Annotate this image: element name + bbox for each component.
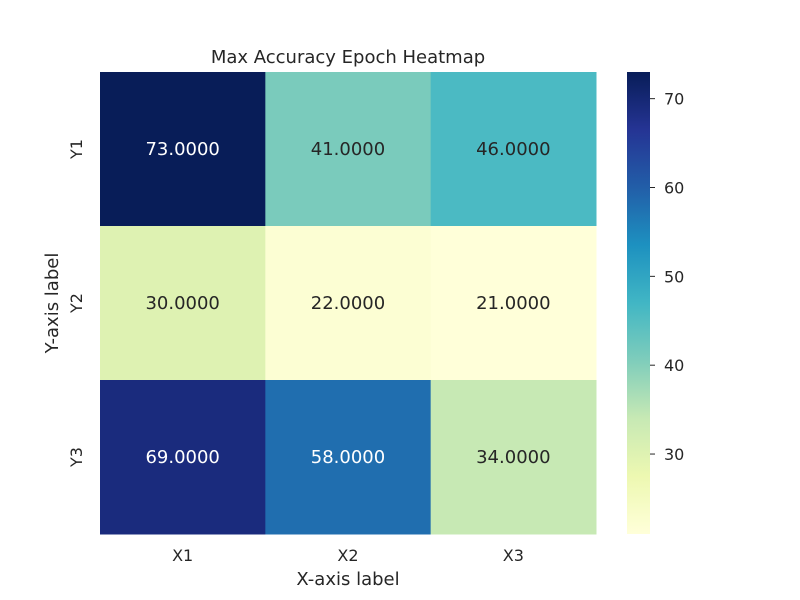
heatmap-cell [430,380,597,535]
heatmap-cell [265,226,432,381]
heatmap-cells [100,72,597,535]
heatmap-cell [265,72,432,227]
colorbar-tick-label: 50 [664,267,684,286]
cell-value-label: 46.0000 [476,139,550,160]
heatmap-cell [265,380,432,535]
colorbar-tick-label: 70 [664,90,684,109]
chart-title: Max Accuracy Epoch Heatmap [211,47,485,68]
colorbar [627,72,650,534]
cell-value-label: 69.0000 [145,447,219,468]
x-tick-label: X3 [503,546,524,565]
y-tick-label: Y2 [67,293,86,314]
colorbar-ticks: 30 40 50 60 70 [650,90,684,464]
heatmap-cell [100,226,266,381]
colorbar-tick-label: 60 [664,179,684,198]
cell-value-label: 21.0000 [476,293,550,314]
colorbar-tick-label: 40 [664,356,684,375]
heatmap-cell [100,72,266,227]
cell-value-label: 58.0000 [311,447,385,468]
x-tick-label: X2 [337,546,358,565]
y-tick-label: Y1 [67,139,86,160]
y-tick-labels: Y1 Y2 Y3 [67,139,86,468]
cell-value-label: 41.0000 [311,139,385,160]
x-tick-labels: X1 X2 X3 [172,546,524,565]
heatmap-cell [100,380,266,535]
cell-value-label: 34.0000 [476,447,550,468]
x-axis-label: X-axis label [296,569,399,590]
colorbar-tick-label: 30 [664,445,684,464]
y-tick-label: Y3 [67,447,86,468]
y-axis-label: Y-axis label [42,253,63,355]
cell-value-label: 22.0000 [311,293,385,314]
heatmap-cell [430,226,597,381]
cell-value-labels: 73.0000 41.0000 46.0000 30.0000 22.0000 21.00… [145,139,550,468]
x-tick-label: X1 [172,546,193,565]
cell-value-label: 30.0000 [145,293,219,314]
cell-value-label: 73.0000 [145,139,219,160]
heatmap-cell [430,72,597,227]
